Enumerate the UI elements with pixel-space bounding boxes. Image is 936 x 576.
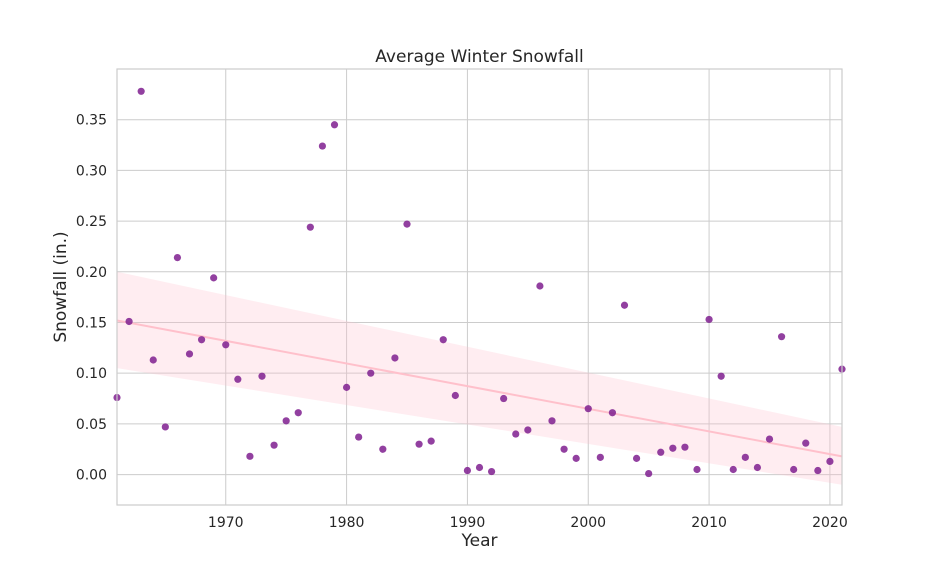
y-tick-label: 0.15 [76,315,107,331]
data-point [427,437,435,445]
y-tick-label: 0.30 [76,163,107,179]
data-point [765,435,774,443]
data-point [246,452,254,460]
data-point [802,439,810,447]
data-point [572,454,580,462]
data-point [294,409,302,417]
trend-line [116,319,843,458]
data-point [753,463,762,472]
regression-line [116,319,843,458]
data-point [415,440,423,448]
x-tick-label: 1980 [329,515,365,531]
data-point [657,448,665,456]
y-tick-label: 0.10 [76,366,107,382]
y-tick-label: 0.00 [76,468,107,484]
x-tick-label: 1990 [450,515,486,531]
data-point [379,445,387,453]
x-tick-label: 2000 [570,515,606,531]
y-tick-label: 0.35 [76,113,107,129]
data-point [439,336,447,344]
y-tick-label: 0.25 [76,214,107,230]
data-point [367,369,375,377]
data-point [693,465,701,474]
data-point [524,426,532,434]
data-point [705,315,713,324]
data-point [197,336,206,344]
data-point [741,453,749,461]
data-point [173,253,182,262]
data-point [681,443,689,451]
data-points [113,87,846,478]
data-point [512,430,520,438]
y-tick-label: 0.20 [76,265,107,281]
data-point [403,220,411,228]
grid [117,69,842,505]
data-point [318,142,327,150]
data-point [632,454,641,462]
data-point [355,433,363,441]
data-point [500,394,508,403]
data-point [125,317,133,326]
data-point [826,457,834,465]
y-axis-label: Snowfall (in.) [51,231,71,342]
chart-title: Average Winter Snowfall [375,47,583,67]
x-axis-label: Year [461,531,498,551]
data-point [463,466,472,475]
data-point [451,391,459,400]
data-point [391,354,399,362]
data-point [814,466,822,475]
data-point [729,465,737,474]
x-tick-labels: 1970 1980 1990 2000 2010 2020 [208,515,848,531]
data-point [790,465,798,474]
y-tick-labels: 0.00 0.05 0.10 0.15 0.20 0.25 0.30 0.35 [76,113,107,484]
data-point [584,405,592,413]
data-point [234,375,242,383]
data-point [475,463,484,472]
data-point [669,444,677,452]
data-point [596,453,604,461]
confidence-band [117,271,842,485]
data-point [342,383,351,391]
data-point [282,417,290,425]
data-point [185,350,194,358]
data-point [330,121,339,129]
data-point [645,469,653,478]
data-point [548,417,556,425]
data-point [258,372,266,380]
data-point [137,87,145,95]
data-point [487,467,496,476]
x-tick-label: 2020 [812,515,848,531]
data-point [222,341,230,349]
y-tick-label: 0.05 [76,417,107,433]
x-tick-label: 1970 [208,515,244,531]
data-point [536,282,544,290]
confidence-band-area [117,271,842,485]
plot-frame [116,68,843,506]
data-point [161,423,169,431]
data-point [777,333,786,341]
x-tick-label: 2010 [691,515,727,531]
data-point [149,356,157,364]
data-point [306,223,314,231]
data-point [620,301,629,309]
data-point [270,441,278,449]
data-point [608,409,617,417]
data-point [717,372,725,380]
data-point [560,445,568,453]
data-point [210,274,218,282]
